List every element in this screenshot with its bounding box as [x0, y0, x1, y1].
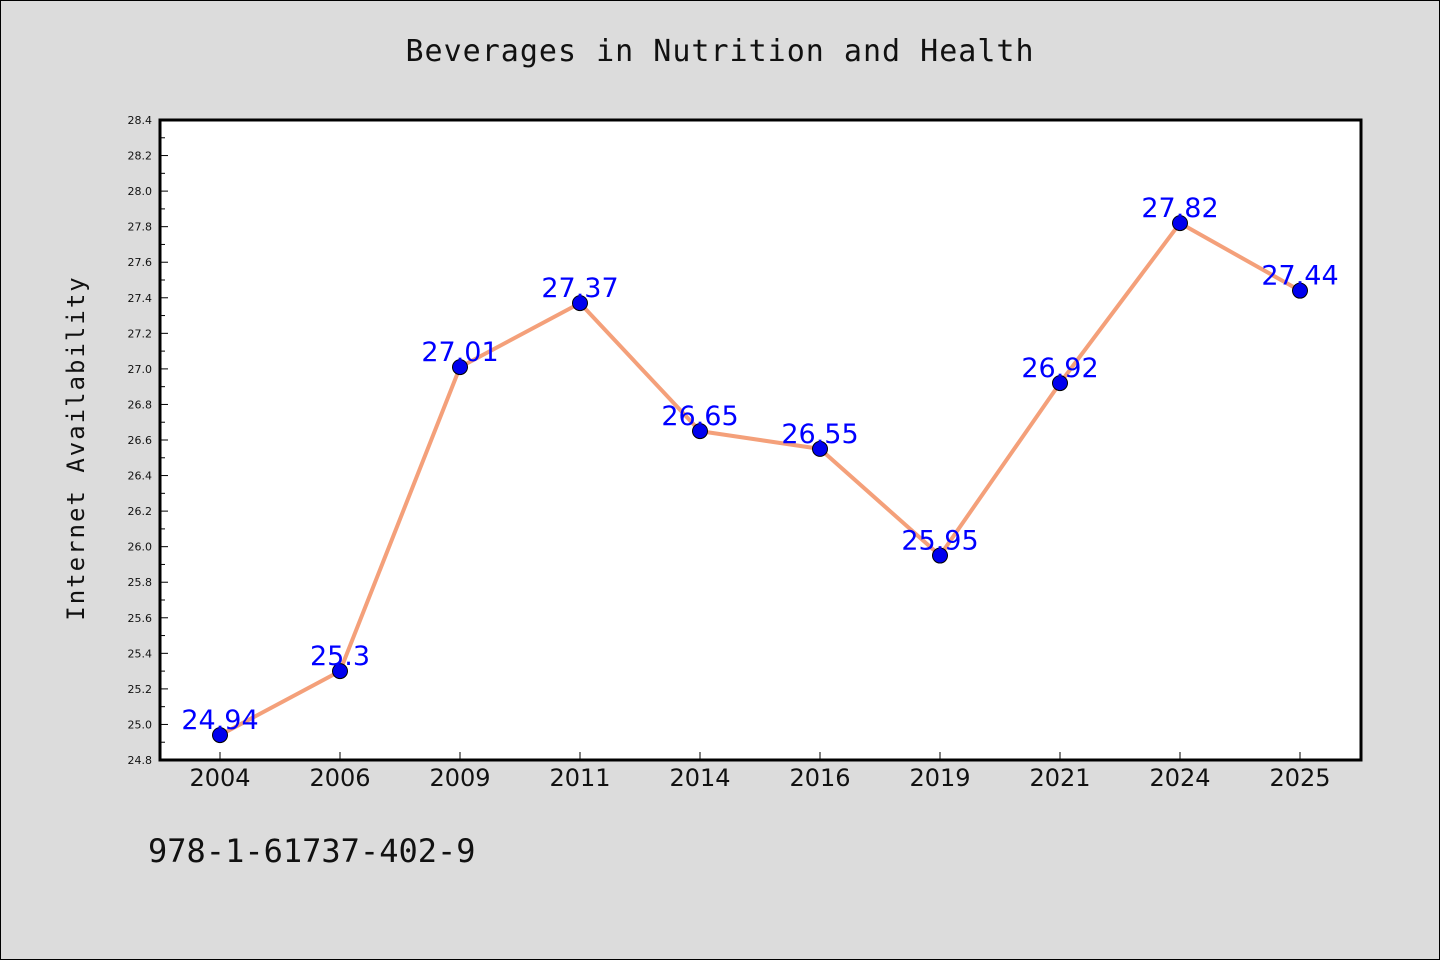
x-tick-label: 2019 — [909, 764, 970, 792]
chart-title: Beverages in Nutrition and Health — [405, 34, 1035, 69]
x-tick-label: 2011 — [549, 764, 610, 792]
series-markers — [212, 215, 1308, 744]
data-point — [692, 423, 708, 440]
x-axis: 2004 2006 2009 2011 2014 2016 2019 2021 2024 2025 — [189, 752, 1331, 792]
y-tick-label: 25.6 — [128, 612, 153, 625]
data-label: 27.37 — [541, 273, 618, 304]
isbn-footer: 978-1-61737-402-9 — [148, 832, 476, 870]
data-point — [932, 547, 948, 564]
y-tick-label: 27.0 — [128, 363, 153, 376]
data-label: 25.3 — [310, 641, 370, 672]
x-tick-label: 2006 — [309, 764, 370, 792]
x-tick-label: 2004 — [189, 764, 250, 792]
y-axis-label: Internet Availability — [62, 275, 90, 620]
data-label: 25.95 — [901, 526, 978, 557]
x-tick-label: 2021 — [1029, 764, 1090, 792]
y-tick-label: 25.0 — [128, 718, 153, 731]
series-polyline — [219, 221, 1301, 737]
y-tick-label: 27.2 — [128, 327, 153, 340]
y-tick-label: 26.4 — [128, 470, 153, 483]
data-label: 24.94 — [181, 705, 258, 736]
x-tick-label: 2016 — [789, 764, 850, 792]
y-tick-label: 24.8 — [128, 754, 153, 767]
y-tick-label: 25.8 — [128, 576, 153, 589]
data-label: 27.01 — [421, 337, 498, 368]
y-tick-label: 28.0 — [128, 185, 153, 198]
data-label: 27.82 — [1141, 193, 1218, 224]
series-line — [219, 221, 1301, 737]
y-tick-label: 26.8 — [128, 398, 153, 411]
y-tick-label: 25.2 — [128, 683, 153, 696]
data-point — [572, 295, 588, 312]
y-tick-label: 27.4 — [128, 292, 153, 305]
y-tick-label: 26.2 — [128, 505, 153, 518]
data-labels: 24.94 25.3 27.01 27.37 26.65 26.55 25.95 26.92 2… — [181, 193, 1338, 736]
data-point — [452, 359, 468, 376]
y-tick-label: 25.4 — [128, 647, 153, 660]
y-tick-label: 26.0 — [128, 541, 153, 554]
data-label: 26.55 — [781, 419, 858, 450]
y-tick-label: 26.6 — [128, 434, 153, 447]
data-label: 26.92 — [1021, 353, 1098, 384]
plot-border — [158, 118, 1363, 762]
y-tick-label: 27.8 — [128, 221, 153, 234]
data-point — [1172, 215, 1188, 232]
y-tick-label: 28.2 — [128, 150, 153, 163]
x-tick-label: 2025 — [1269, 764, 1330, 792]
y-tick-label: 28.4 — [128, 114, 153, 127]
x-tick-label: 2014 — [669, 764, 730, 792]
data-point — [812, 440, 828, 457]
data-point — [212, 727, 228, 744]
data-label: 27.44 — [1261, 261, 1338, 292]
data-point — [1292, 282, 1308, 299]
data-label: 26.65 — [661, 401, 738, 432]
x-tick-label: 2009 — [429, 764, 490, 792]
y-axis: 24.8 25.0 25.2 25.4 25.6 25.8 26.0 26.2 26.4 26.6… — [128, 114, 168, 767]
x-tick-label: 2024 — [1149, 764, 1210, 792]
y-tick-label: 27.6 — [128, 256, 153, 269]
data-point — [1052, 375, 1068, 392]
data-point — [332, 663, 348, 680]
